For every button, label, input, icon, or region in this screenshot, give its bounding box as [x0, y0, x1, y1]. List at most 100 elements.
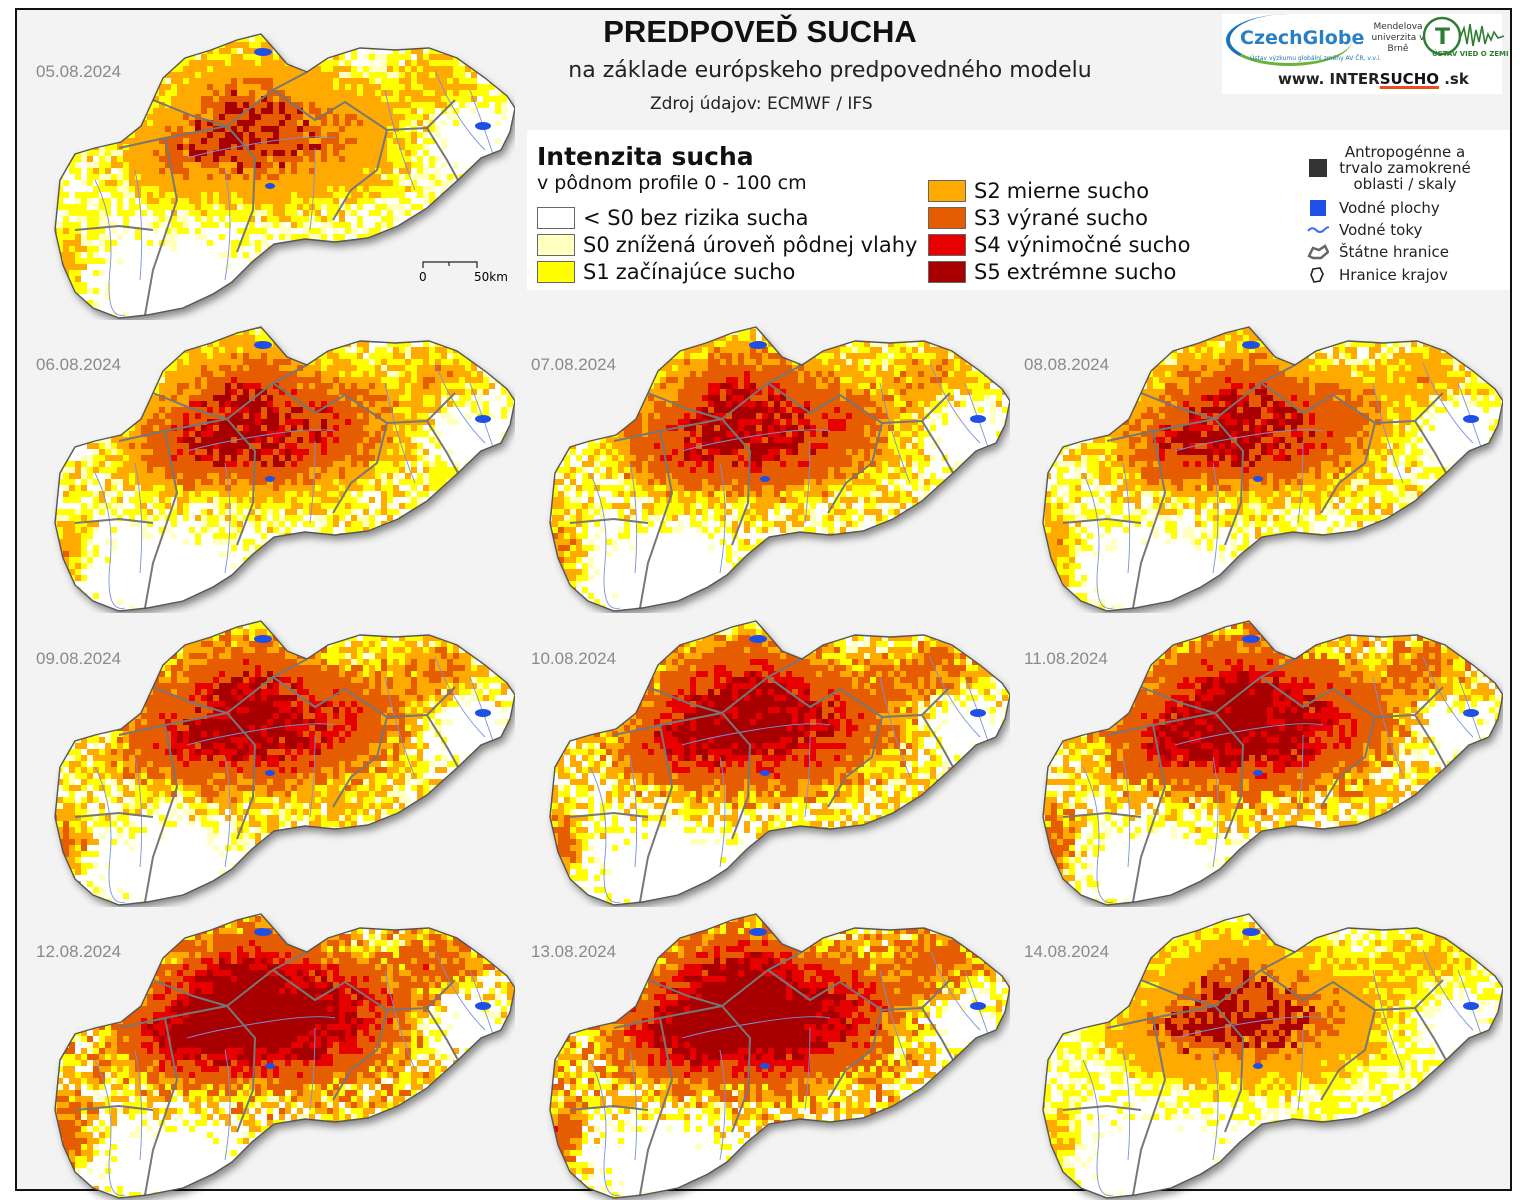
water-body [749, 341, 767, 349]
region-border [647, 392, 723, 420]
river [309, 1027, 316, 1111]
water-body [749, 928, 767, 936]
slovakia-map [549, 620, 1010, 906]
state-border [1042, 326, 1503, 612]
water-body [1242, 341, 1260, 349]
map-date-label: 10.08.2024 [531, 649, 617, 668]
drought-class-4 [153, 78, 363, 180]
uvz-logo-text: ÚSTAV VIED O ZEMI [1432, 50, 1509, 58]
map-date-label: 08.08.2024 [1024, 355, 1110, 374]
water-body [254, 48, 272, 56]
drought-map-14.08.2024: 14.08.2024 [1003, 910, 1503, 1200]
state-border [549, 913, 1010, 1199]
region-border [1414, 1007, 1447, 1061]
state-border [54, 33, 515, 319]
slovakia-map [54, 620, 515, 906]
river [1372, 969, 1404, 1071]
region-border [1106, 429, 1167, 609]
drought-class-5 [654, 371, 852, 473]
river [1297, 1027, 1304, 1111]
region-border [426, 1007, 459, 1061]
region-border [118, 723, 179, 903]
state-border [549, 620, 1010, 906]
region-border [164, 124, 257, 253]
region-border [1062, 517, 1142, 524]
legend-rivers: Vodné toky [1307, 220, 1422, 240]
scale-bar: 0 50km [419, 258, 509, 292]
drought-map-12.08.2024: 12.08.2024 [15, 910, 515, 1200]
river [434, 69, 486, 151]
region-border [1152, 417, 1245, 546]
slovakia-map [1042, 620, 1503, 906]
region-border [1062, 1104, 1142, 1111]
drought-class-4 [55, 629, 465, 857]
river [186, 723, 336, 746]
drought-class-6 [684, 383, 828, 467]
legend-water-bodies: Vodné plochy [1307, 198, 1440, 218]
water-body [1463, 709, 1479, 717]
region-border [426, 420, 459, 474]
river [589, 1059, 621, 1196]
drought-map-13.08.2024: 13.08.2024 [510, 910, 1010, 1200]
region-border [152, 979, 228, 1007]
legend-item-s3: S3 výrané sucho [928, 206, 1148, 230]
drought-map-09.08.2024: 09.08.2024 [15, 617, 515, 907]
legend-item-s4: S4 výnimočné sucho [928, 233, 1190, 257]
region-border [647, 686, 723, 714]
river [719, 462, 726, 574]
state-border [549, 326, 1010, 612]
river [804, 1027, 811, 1111]
river [186, 429, 336, 452]
czechglobe-logo-text: CzechGlobe [1240, 27, 1365, 49]
river [1174, 429, 1324, 452]
region-border [921, 714, 954, 768]
water-body [475, 122, 491, 130]
mendel-logo: Mendelova univerzita v Brně [1371, 22, 1425, 54]
river [1297, 734, 1304, 818]
drought-class-2 [550, 327, 1010, 611]
drought-map-10.08.2024: 10.08.2024 [510, 617, 1010, 907]
river [434, 362, 486, 444]
drought-map-07.08.2024: 07.08.2024 [510, 323, 1010, 613]
drought-class-4 [1043, 621, 1471, 875]
website-link[interactable]: www. INTERSUCHO .sk [1278, 70, 1469, 88]
legend-item-none: < S0 bez rizika sucha [537, 206, 809, 230]
river [589, 472, 621, 609]
page-title: PREDPOVEĎ SUCHA [603, 14, 917, 49]
river-icon [1307, 220, 1329, 240]
river [804, 734, 811, 818]
river [1082, 472, 1114, 609]
region-border [74, 1104, 154, 1111]
river [1422, 656, 1474, 738]
legend-swatch [537, 207, 575, 229]
region-border [569, 517, 649, 524]
water-body-icon [1307, 198, 1329, 218]
region-border [152, 99, 228, 127]
page-subtitle: na základe európskeho predpovedného mode… [568, 58, 1092, 83]
drought-class-4 [1057, 353, 1429, 545]
river [1297, 440, 1304, 524]
river [1212, 756, 1219, 868]
region-border [118, 1016, 179, 1196]
water-body [254, 635, 272, 643]
river [681, 723, 831, 746]
slovakia-map [1042, 326, 1503, 612]
river [879, 969, 911, 1071]
region-border [659, 417, 752, 546]
drought-class-3 [1043, 916, 1471, 1168]
river [1122, 1049, 1131, 1161]
water-body [1253, 476, 1263, 482]
region-border [118, 136, 179, 316]
data-source: Zdroj údajov: ECMWF / IFS [650, 94, 873, 114]
region-border [647, 979, 723, 1007]
river [134, 462, 143, 574]
czechglobe-logo-icon [1226, 14, 1352, 66]
slovakia-map [549, 326, 1010, 612]
river [629, 1049, 638, 1161]
water-body [970, 415, 986, 423]
water-body [1253, 770, 1263, 776]
legend-swatch [928, 261, 966, 283]
legend-item-s5: S5 extrémne sucho [928, 260, 1176, 284]
region-border [1140, 392, 1216, 420]
drought-class-3 [55, 621, 515, 905]
